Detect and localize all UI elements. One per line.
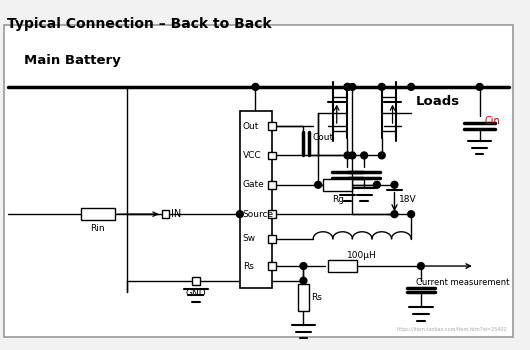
Circle shape [315, 181, 322, 188]
Bar [297, 284, 310, 311]
Circle shape [408, 211, 414, 218]
Bar [192, 277, 200, 285]
Circle shape [408, 84, 414, 90]
Text: Source: Source [243, 210, 274, 219]
Circle shape [349, 84, 356, 90]
Bar [268, 181, 276, 189]
Text: Loads: Loads [416, 95, 460, 108]
Circle shape [300, 262, 307, 270]
Text: Sw: Sw [243, 234, 256, 243]
Circle shape [344, 84, 351, 90]
Text: 100μH: 100μH [347, 251, 377, 260]
Circle shape [378, 152, 385, 159]
Text: Rs: Rs [311, 293, 322, 302]
Bar [162, 210, 170, 218]
Text: https://item.taobao.com/item.htm?id=25402: https://item.taobao.com/item.htm?id=2540… [396, 327, 507, 331]
Circle shape [344, 84, 351, 90]
Text: Rin: Rin [91, 224, 105, 233]
Bar [268, 122, 276, 130]
Bar [328, 260, 357, 272]
Circle shape [378, 84, 385, 90]
Bar [323, 179, 352, 191]
Text: 18V: 18V [400, 195, 417, 204]
Circle shape [344, 152, 351, 159]
Text: Main Battery: Main Battery [24, 54, 121, 67]
Circle shape [300, 277, 307, 284]
Text: Rs: Rs [243, 261, 254, 271]
Circle shape [418, 262, 425, 270]
Text: Out: Out [243, 121, 259, 131]
Text: Typical Connection – Back to Back: Typical Connection – Back to Back [7, 18, 271, 32]
Text: VCC: VCC [243, 151, 261, 160]
Circle shape [361, 152, 368, 159]
Text: Current measurement: Current measurement [416, 278, 509, 287]
Circle shape [391, 181, 398, 188]
Text: Rg: Rg [332, 195, 344, 204]
Circle shape [252, 84, 259, 90]
Bar [268, 235, 276, 243]
Bar [268, 152, 276, 159]
Bar [268, 210, 276, 218]
Circle shape [374, 181, 381, 188]
Bar [81, 208, 114, 220]
Text: IN: IN [171, 209, 182, 219]
Text: Gate: Gate [243, 180, 264, 189]
Text: GND: GND [186, 288, 206, 298]
Circle shape [391, 211, 398, 218]
Circle shape [236, 211, 243, 218]
Bar [240, 111, 272, 288]
Circle shape [476, 84, 483, 90]
Bar [268, 262, 276, 270]
Text: Cin: Cin [484, 116, 500, 126]
Text: Cout: Cout [312, 133, 333, 142]
Circle shape [349, 152, 356, 159]
